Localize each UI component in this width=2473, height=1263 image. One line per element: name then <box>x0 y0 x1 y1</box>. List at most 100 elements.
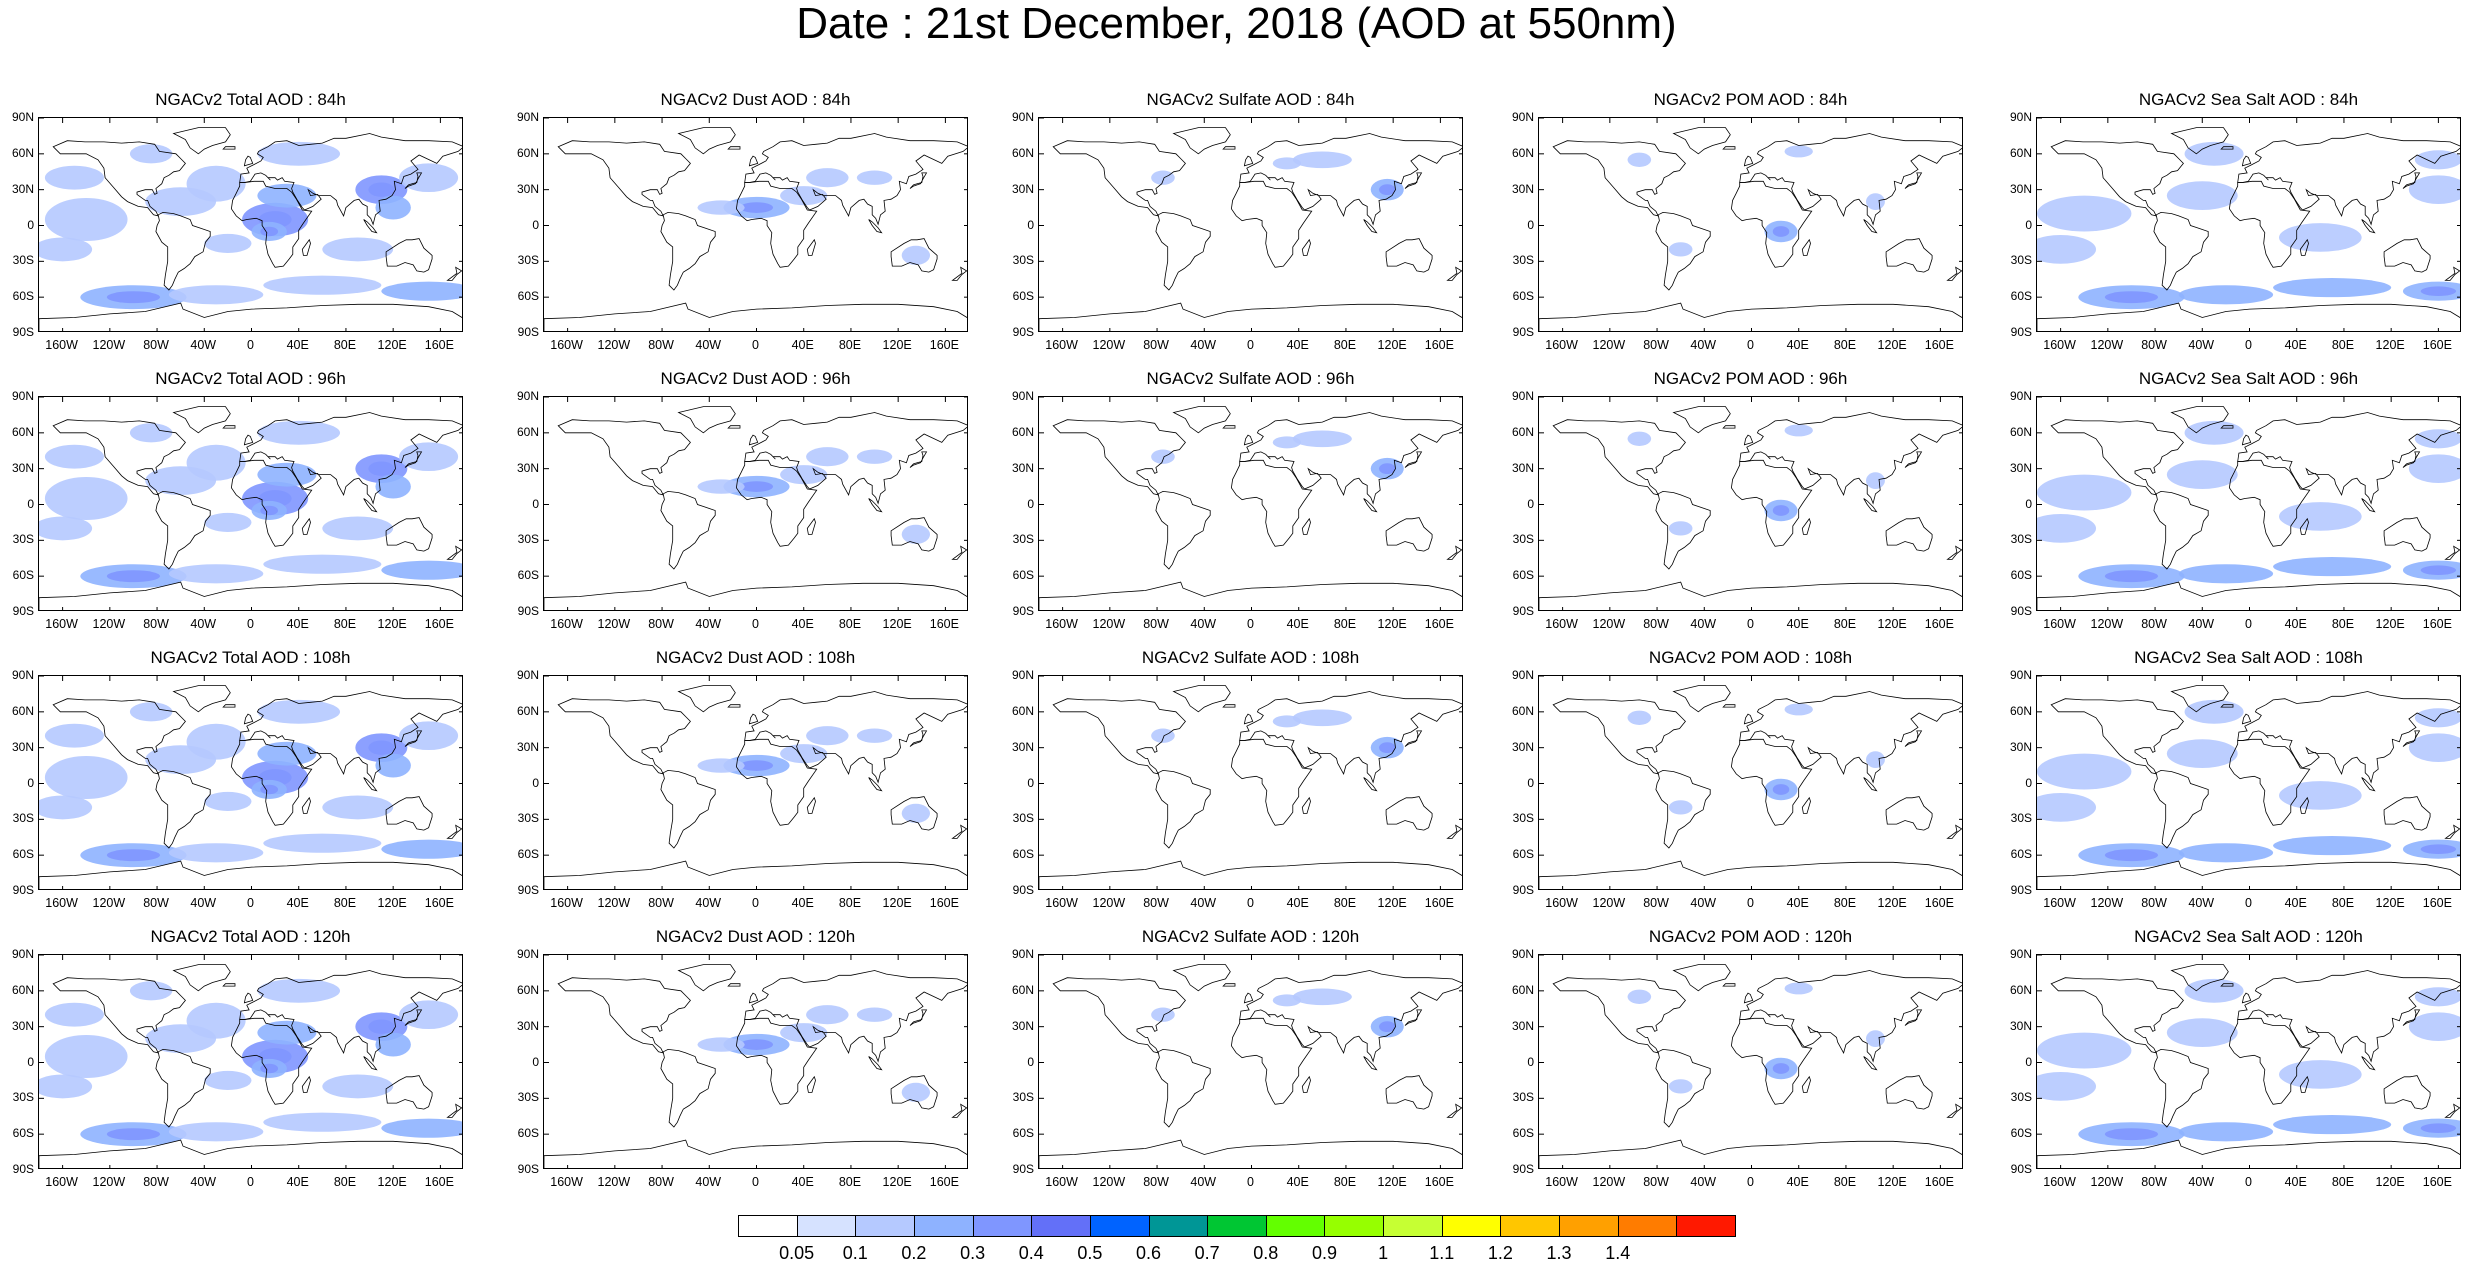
aerosol-plume <box>856 449 893 464</box>
coastline <box>2050 419 2184 496</box>
lon-label: 40E <box>791 617 814 631</box>
aerosol-plume <box>806 168 849 188</box>
lon-label: 160W <box>45 1175 78 1189</box>
lat-label: 90S <box>517 883 539 897</box>
coastline <box>2383 238 2431 273</box>
lon-label: 80E <box>2331 338 2355 352</box>
coastline <box>2361 219 2376 234</box>
coastline <box>2237 412 2460 505</box>
aerosol-plume <box>204 233 252 253</box>
coastline <box>404 451 423 468</box>
world-map <box>1039 397 1462 610</box>
colorbar-label: 0.4 <box>1018 1243 1044 1263</box>
lon-label: 80W <box>1643 338 1669 352</box>
lat-label: 90S <box>517 325 539 339</box>
lon-label: 160W <box>2043 617 2076 631</box>
coastline <box>951 824 967 839</box>
lon-label: 120E <box>1377 896 1407 910</box>
aerosol-plume <box>322 795 394 820</box>
lon-label: 120E <box>1377 1175 1407 1189</box>
map-frame <box>1038 954 1463 1169</box>
lon-label: 80W <box>1643 896 1669 910</box>
coastline <box>239 970 462 1063</box>
lon-label: 160W <box>2043 338 2076 352</box>
coastline <box>660 769 716 849</box>
lon-label: 120E <box>2375 1175 2405 1189</box>
map-panel: NGACv2 Total AOD : 84h 90N 60N 30N 0 30S 60S 90… <box>0 0 500 352</box>
lat-label: 90N <box>1511 110 1534 124</box>
coastline <box>1730 180 1813 268</box>
coastline <box>385 238 433 273</box>
coastline <box>1301 1075 1311 1093</box>
coastline <box>1946 545 1962 560</box>
lon-label: 40E <box>1286 896 1309 910</box>
coastline <box>1052 698 1186 775</box>
lat-label: 90S <box>517 1162 539 1176</box>
lon-label: 120W <box>597 1175 631 1189</box>
aerosol-plume <box>1151 170 1175 185</box>
aerosol-plume <box>186 165 246 202</box>
coastline <box>1801 517 1811 535</box>
lon-label: 80E <box>838 338 862 352</box>
coastline <box>1739 691 1962 784</box>
coastline <box>243 434 254 446</box>
lon-label: 0 <box>2245 617 2252 631</box>
coastline <box>1243 155 1254 167</box>
coastline <box>1801 796 1811 814</box>
coastline <box>172 964 231 992</box>
lon-label: 160W <box>1045 896 1078 910</box>
coastline <box>385 796 433 831</box>
aerosol-plume <box>44 723 104 748</box>
aerosol-plume-core <box>368 461 395 476</box>
coastline <box>1239 970 1462 1063</box>
lat-label: 0 <box>1027 496 1034 511</box>
aerosol-plume <box>44 198 128 242</box>
lon-label: 120W <box>1092 896 1126 910</box>
world-map <box>1539 397 1962 610</box>
lat-label: 60S <box>12 568 34 583</box>
lat-label: 30N <box>11 460 34 475</box>
lon-label: 0 <box>752 617 759 631</box>
coastline <box>748 992 759 1004</box>
lon-label: 120E <box>882 617 912 631</box>
coastline <box>1230 738 1313 826</box>
coastline <box>735 459 818 547</box>
coastline <box>2037 302 2460 331</box>
colorbar-label: 0.1 <box>842 1243 868 1263</box>
lon-label: 160E <box>929 338 959 352</box>
lon-label: 120E <box>1877 1175 1907 1189</box>
coastline <box>301 517 311 535</box>
aerosol-plume-core <box>106 570 161 583</box>
lon-label: 120W <box>2090 338 2124 352</box>
lon-label: 80W <box>1643 617 1669 631</box>
lat-label: 30S <box>517 811 539 826</box>
lat-label: 90N <box>1011 947 1034 961</box>
coastline <box>1243 713 1254 725</box>
aerosol-plume-core <box>368 182 395 197</box>
coastline <box>677 685 736 713</box>
lon-label: 40E <box>2284 338 2307 352</box>
coastline <box>2444 266 2460 281</box>
coastline <box>1404 1009 1423 1026</box>
coastline <box>1672 406 1731 434</box>
lon-label: 80W <box>143 1175 169 1189</box>
lat-label: 30N <box>2009 460 2032 475</box>
lon-label: 160E <box>929 617 959 631</box>
aerosol-plume <box>186 723 246 760</box>
map-panel: NGACv2 Dust AOD : 120h 90N 60N 30N 0 30S 60S 90… <box>505 837 1005 1189</box>
lon-label: 160E <box>424 896 454 910</box>
lat-label: 60S <box>1512 289 1534 304</box>
coastline <box>744 133 967 226</box>
lon-label: 160E <box>929 1175 959 1189</box>
panel-title: NGACv2 Sea Salt AOD : 120h <box>2134 927 2363 946</box>
lon-label: 80E <box>838 1175 862 1189</box>
lat-label: 60S <box>1512 847 1534 862</box>
map-frame <box>1538 117 1963 332</box>
map-frame <box>1538 675 1963 890</box>
lon-label: 120E <box>2375 338 2405 352</box>
lat-label: 60N <box>11 703 34 718</box>
map-panel: NGACv2 Total AOD : 96h 90N 60N 30N 0 30S 60S 90… <box>0 279 500 631</box>
lat-label: 30S <box>2010 253 2032 268</box>
world-map <box>544 676 967 889</box>
world-map <box>544 118 967 331</box>
